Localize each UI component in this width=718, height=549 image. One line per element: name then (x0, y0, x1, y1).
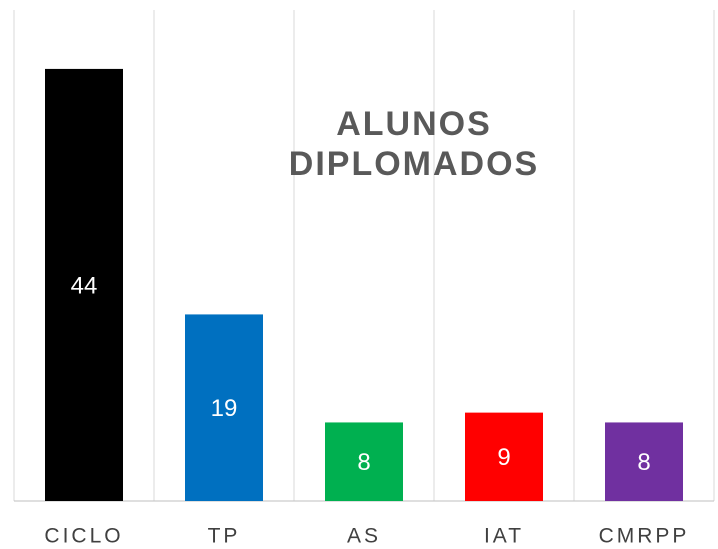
x-tick-label: TP (208, 525, 241, 548)
data-label: 19 (211, 395, 238, 422)
chart-title: ALUNOS DIPLOMADOS (288, 105, 540, 183)
data-label: 8 (637, 449, 650, 476)
data-label: 9 (497, 444, 510, 471)
x-tick-label: IAT (484, 525, 524, 548)
x-tick-label: CICLO (44, 525, 123, 548)
bar (45, 68, 123, 502)
bar (465, 412, 543, 501)
bar (325, 422, 403, 501)
bar (605, 422, 683, 501)
x-tick-label: AS (347, 525, 381, 548)
x-tick-label: CMRPP (599, 525, 690, 548)
bar (185, 314, 263, 501)
data-label: 44 (71, 272, 98, 299)
data-label: 8 (357, 449, 370, 476)
